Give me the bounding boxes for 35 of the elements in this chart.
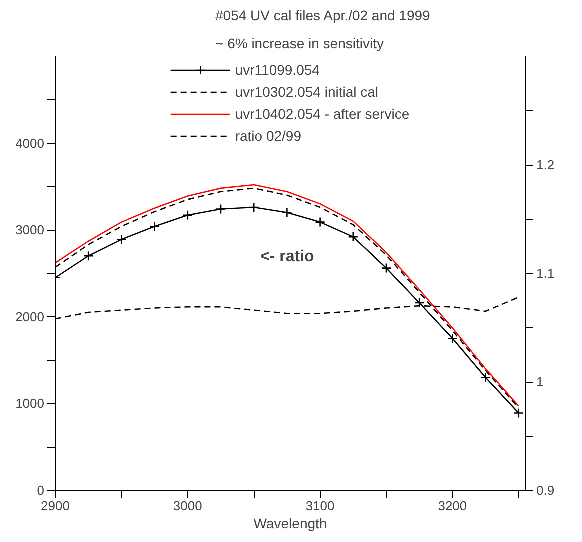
legend-label: ratio 02/99 — [235, 128, 302, 144]
point — [315, 217, 326, 228]
x-tick-label: 3200 — [438, 498, 468, 514]
point — [448, 333, 458, 344]
y2-tick-label: 1 — [536, 374, 544, 390]
y2-tick-label: 1.2 — [536, 158, 555, 172]
legend-label: uvr11099.054 — [235, 62, 320, 78]
x-tick-label: 3000 — [173, 498, 202, 514]
point — [514, 408, 524, 418]
point — [480, 372, 491, 383]
y-tick-label: 1000 — [16, 396, 44, 412]
point — [182, 210, 194, 220]
legend-label: uvr10302.054 initial cal — [235, 84, 379, 100]
point — [116, 234, 127, 245]
point — [414, 298, 425, 308]
point — [282, 208, 292, 218]
point — [83, 250, 94, 262]
y-tick-label: 0 — [37, 483, 45, 498]
y2-tick-label: 0.9 — [536, 483, 555, 498]
x-axis-title: Wavelength — [254, 516, 328, 532]
y2-tick-label: 1.1 — [536, 266, 555, 281]
chart-subtitle: ~ 6% increase in sensitivity — [216, 36, 384, 52]
x-tick-label: 2900 — [41, 498, 70, 514]
y-tick-label: 2000 — [16, 309, 44, 324]
y-tick-label: 4000 — [16, 136, 44, 151]
x-tick-label: 3100 — [306, 498, 335, 514]
y-tick-label: 3000 — [16, 222, 44, 238]
point — [348, 232, 359, 242]
point — [248, 202, 260, 213]
point — [150, 221, 160, 232]
legend-label: uvr10402.054 - after service — [235, 106, 410, 122]
point — [216, 204, 226, 214]
annotation: <- ratio — [260, 248, 315, 266]
point — [381, 263, 392, 274]
chart-title: #054 UV cal files Apr./02 and 1999 — [216, 8, 431, 24]
